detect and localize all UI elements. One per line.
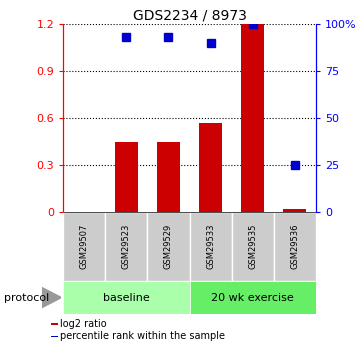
Bar [51, 324, 58, 325]
Bar [241, 24, 264, 212]
Polygon shape [42, 287, 61, 308]
Bar [190, 281, 316, 314]
Bar [115, 142, 138, 212]
Bar [190, 212, 232, 281]
Text: log2 ratio: log2 ratio [60, 319, 106, 329]
Bar [51, 335, 58, 337]
Bar [283, 209, 306, 212]
Bar [157, 142, 180, 212]
Text: 20 wk exercise: 20 wk exercise [211, 293, 294, 303]
Text: percentile rank within the sample: percentile rank within the sample [60, 331, 225, 341]
Bar [274, 212, 316, 281]
Bar [63, 281, 190, 314]
Bar [199, 123, 222, 212]
Bar [147, 212, 190, 281]
Bar [232, 212, 274, 281]
Text: GSM29529: GSM29529 [164, 224, 173, 269]
Text: GSM29523: GSM29523 [122, 224, 131, 269]
Title: GDS2234 / 8973: GDS2234 / 8973 [132, 9, 247, 23]
Bar [63, 212, 105, 281]
Bar [105, 212, 147, 281]
Text: baseline: baseline [103, 293, 150, 303]
Text: GSM29507: GSM29507 [80, 224, 89, 269]
Text: GSM29535: GSM29535 [248, 224, 257, 269]
Text: GSM29536: GSM29536 [290, 224, 299, 269]
Text: protocol: protocol [4, 293, 49, 303]
Text: GSM29533: GSM29533 [206, 224, 215, 269]
